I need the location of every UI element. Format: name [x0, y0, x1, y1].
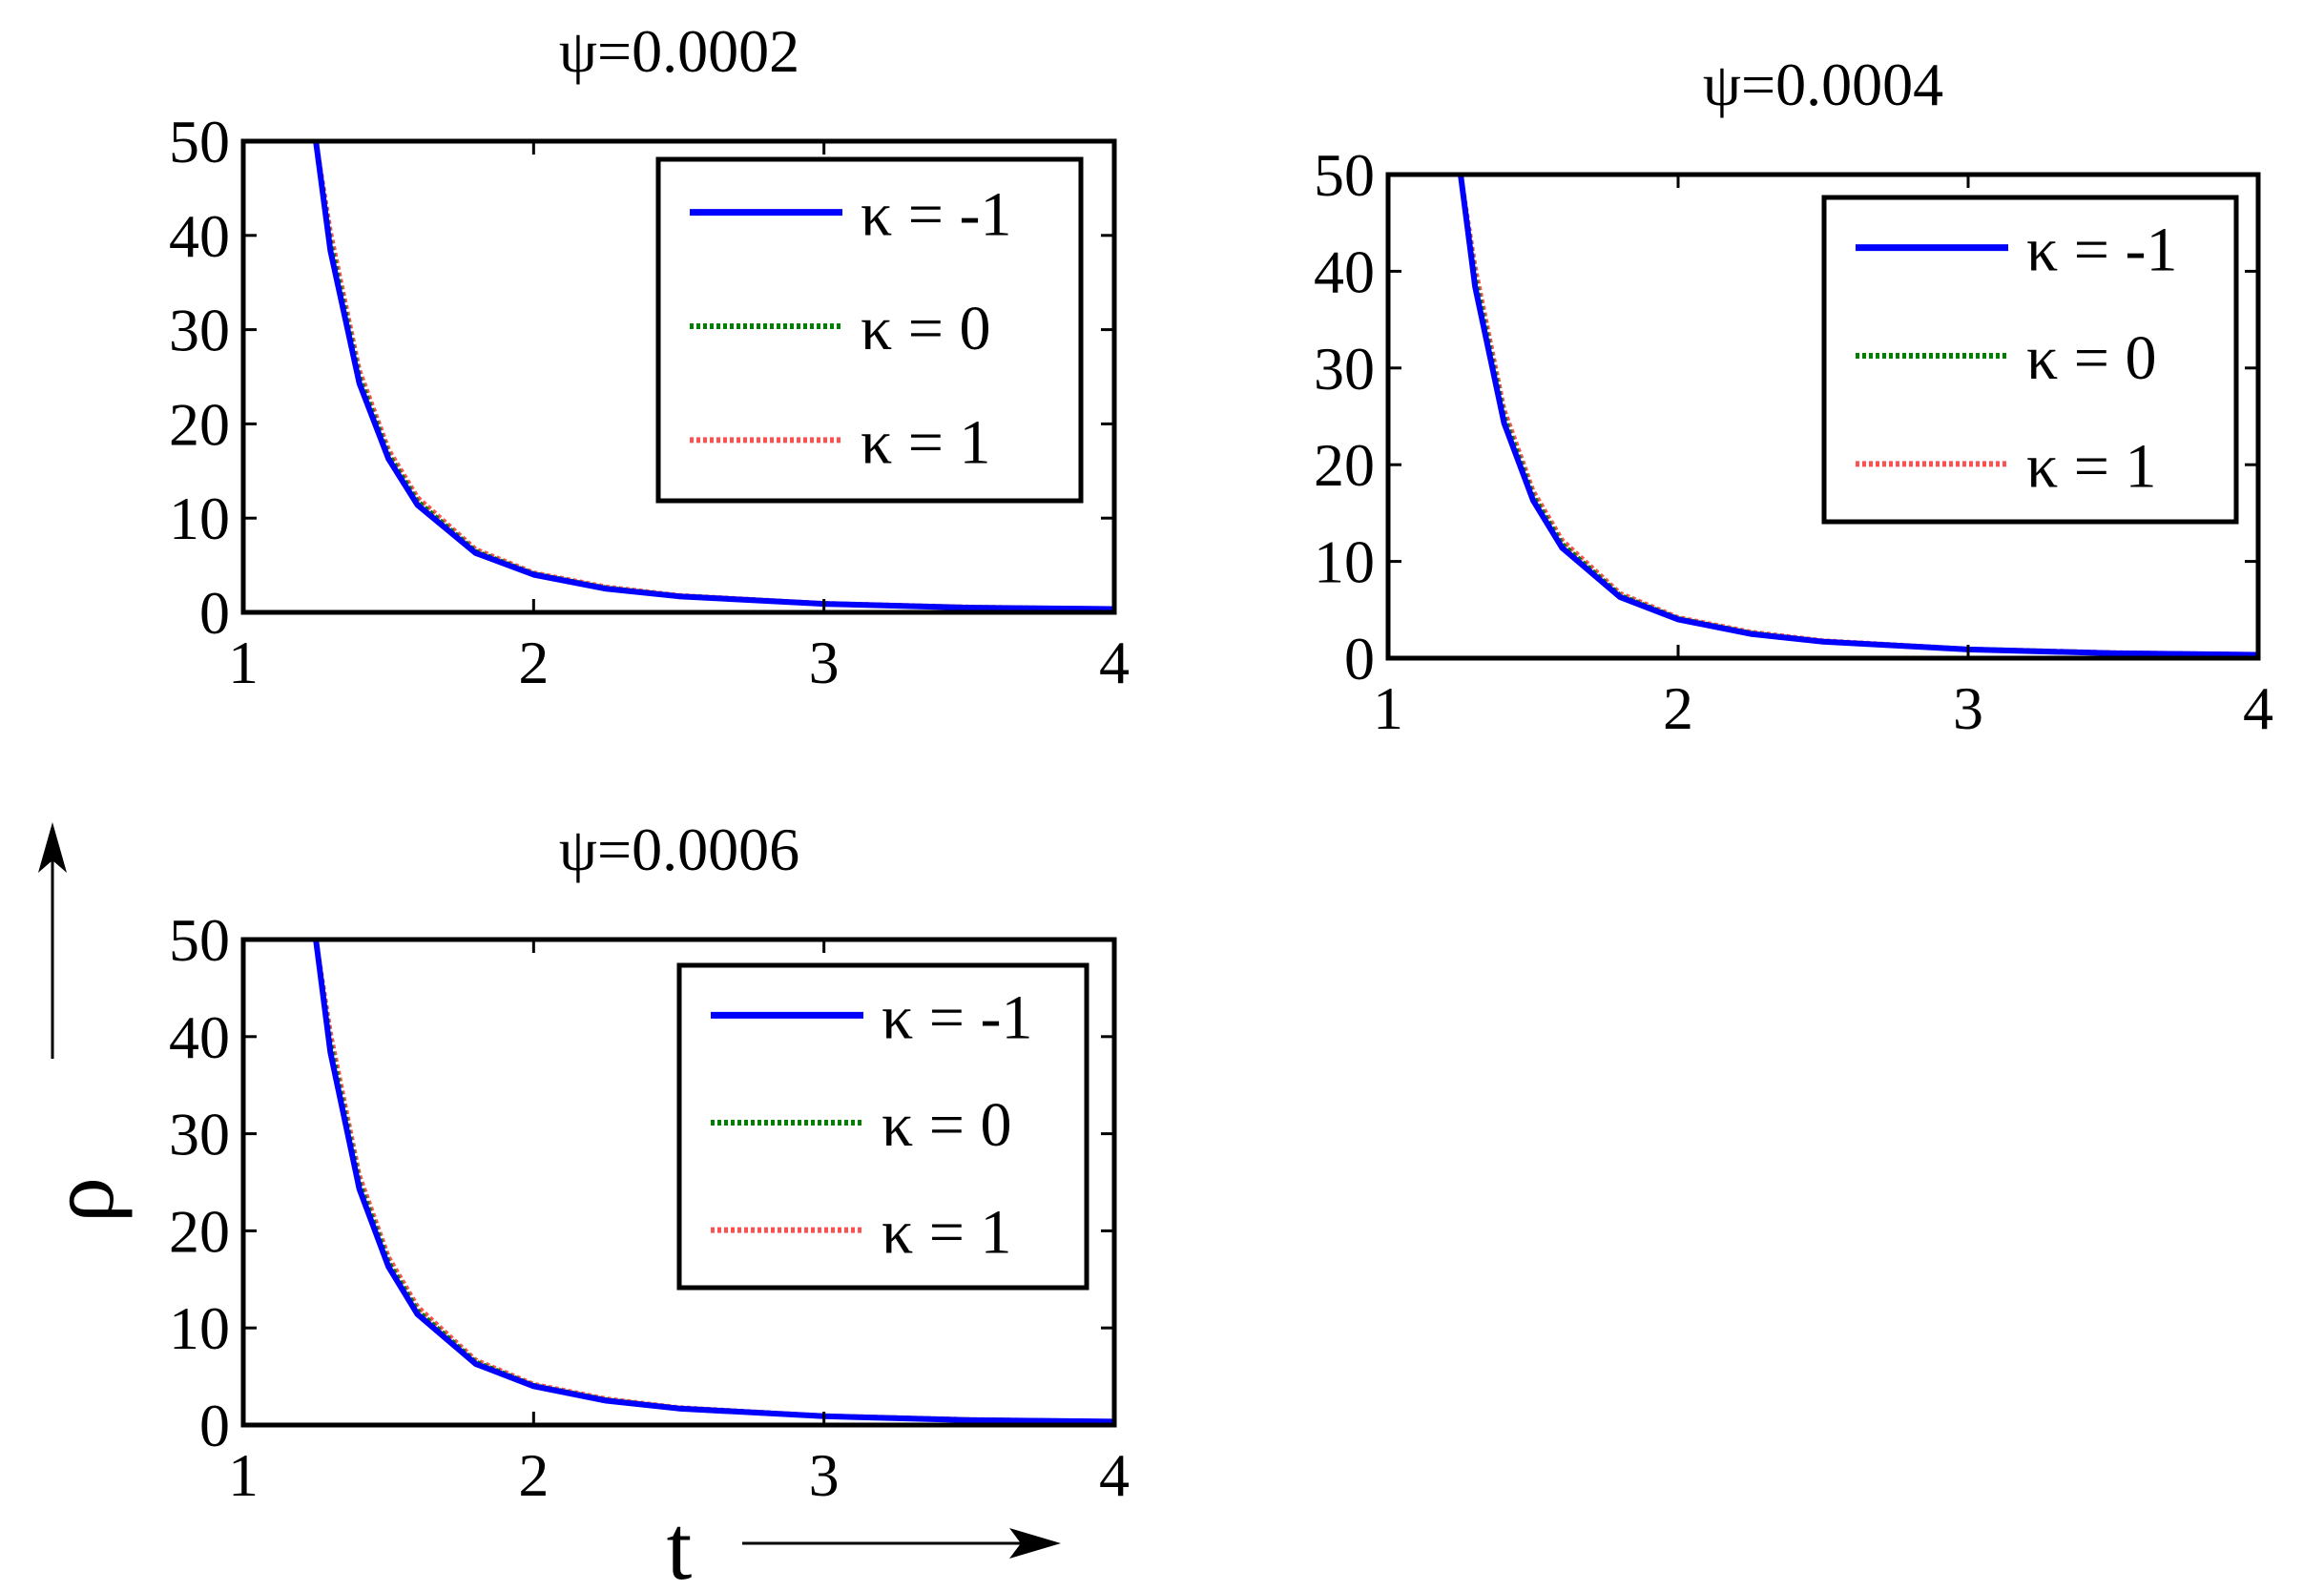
axes-box — [240, 138, 1117, 615]
y-tick-label: 50 — [1314, 141, 1375, 209]
x-tick-label: 4 — [1099, 629, 1130, 696]
legend-box — [676, 962, 1089, 1291]
legend-box — [655, 156, 1084, 504]
x-axis-label-group: t — [667, 1497, 1061, 1591]
legend: κ = -1 κ = 0 κ = 1 — [655, 156, 1084, 504]
series-line — [1458, 175, 2258, 658]
legend-label: κ = -1 — [861, 180, 1011, 250]
legend-box — [1821, 195, 2239, 525]
y-tick-label: 10 — [1314, 528, 1375, 596]
axes-box — [1385, 172, 2261, 661]
y-tick-label: 0 — [199, 1392, 230, 1459]
y-tick-label: 30 — [169, 297, 230, 364]
y-tick-label: 20 — [169, 1197, 230, 1265]
x-tick-label: 4 — [2243, 674, 2273, 742]
series-line — [313, 940, 1114, 1425]
legend-label: κ = 0 — [2026, 323, 2156, 393]
x-tick-label: 3 — [1953, 674, 1983, 742]
x-tick-label: 1 — [228, 629, 259, 696]
legend-label: κ = 1 — [861, 407, 990, 477]
chart-title: ψ=0.0002 — [559, 17, 799, 85]
y-tick-label: 0 — [1344, 625, 1375, 692]
series-line — [313, 141, 1114, 612]
legend-label: κ = 1 — [882, 1198, 1011, 1268]
y-axis-label: ρ — [31, 1177, 133, 1223]
axes-box — [240, 937, 1117, 1428]
y-tick-label: 50 — [169, 108, 230, 176]
legend: κ = -1 κ = 0 κ = 1 — [676, 962, 1089, 1291]
legend: κ = -1 κ = 0 κ = 1 — [1821, 195, 2239, 525]
legend-label: κ = -1 — [882, 982, 1032, 1052]
y-tick-label: 40 — [169, 202, 230, 270]
y-tick-label: 40 — [169, 1003, 230, 1071]
y-tick-label: 10 — [169, 485, 230, 552]
y-arrow-icon — [38, 822, 67, 873]
x-tick-label: 3 — [809, 629, 840, 696]
x-tick-label: 1 — [1373, 674, 1403, 742]
legend-label: κ = 0 — [861, 294, 990, 363]
legend-label: κ = -1 — [2026, 216, 2177, 285]
chart-title: ψ=0.0006 — [559, 816, 799, 883]
y-tick-label: 30 — [169, 1101, 230, 1168]
chart-title: ψ=0.0004 — [1703, 51, 1943, 118]
y-tick-label: 50 — [169, 906, 230, 974]
x-tick-label: 1 — [228, 1441, 259, 1509]
x-arrow-icon — [1009, 1528, 1061, 1559]
x-axis-label: t — [667, 1497, 693, 1591]
y-tick-label: 20 — [1314, 431, 1375, 499]
y-tick-label: 40 — [1314, 238, 1375, 305]
y-tick-label: 0 — [199, 579, 230, 647]
y-tick-label: 30 — [1314, 335, 1375, 403]
x-tick-label: 4 — [1099, 1441, 1130, 1509]
x-tick-label: 2 — [518, 1441, 549, 1509]
x-tick-label: 2 — [1663, 674, 1693, 742]
legend-label: κ = 0 — [882, 1090, 1011, 1160]
x-tick-label: 2 — [518, 629, 549, 696]
y-tick-label: 20 — [169, 390, 230, 458]
legend-label: κ = 1 — [2026, 431, 2156, 501]
y-tick-label: 10 — [169, 1294, 230, 1362]
x-tick-label: 3 — [809, 1441, 840, 1509]
y-axis-label-group: ρ — [31, 822, 133, 1223]
